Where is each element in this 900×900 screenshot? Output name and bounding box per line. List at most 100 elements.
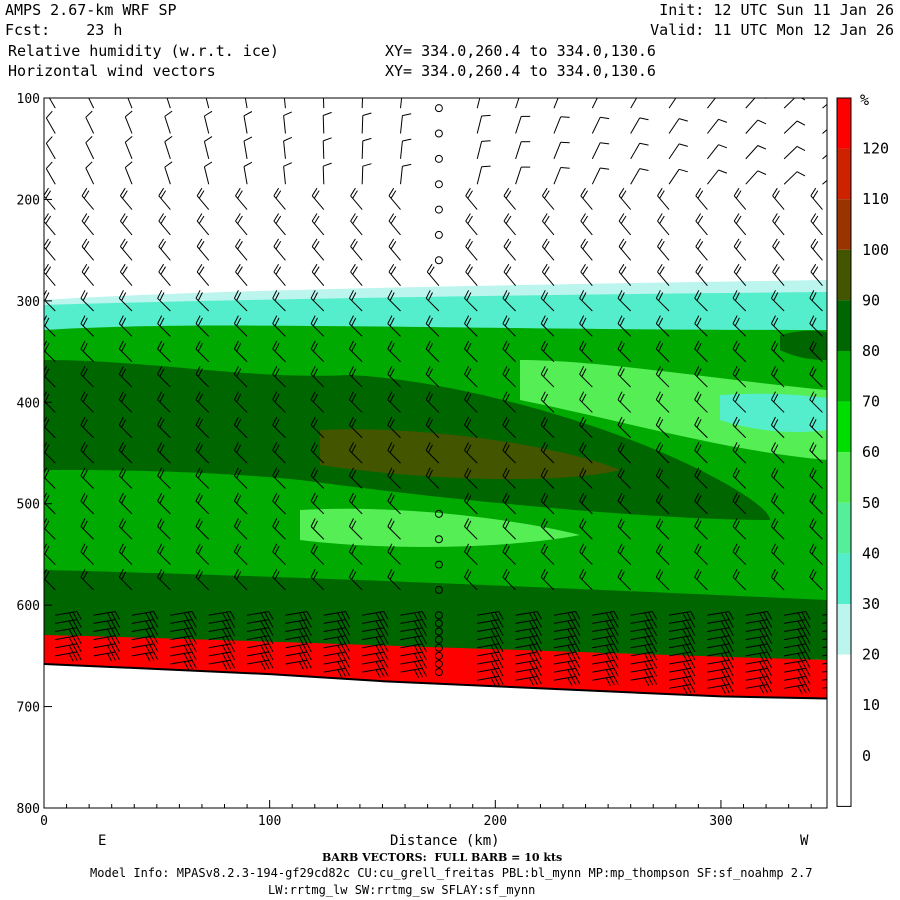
wind-barb-flag bbox=[505, 215, 512, 224]
wind-barb-staff bbox=[349, 424, 363, 439]
wind-barb-flag bbox=[197, 469, 203, 479]
wind-barb-flag bbox=[222, 653, 228, 662]
wind-barb-flag bbox=[272, 315, 278, 324]
wind-barb-flag bbox=[425, 391, 431, 400]
wind-barb-flag bbox=[425, 416, 431, 426]
wind-barb-flag bbox=[260, 636, 266, 646]
colorbar-swatch bbox=[837, 148, 851, 200]
wind-barb-flag bbox=[195, 315, 201, 324]
y-tick-label: 100 bbox=[17, 92, 40, 107]
wind-barb-flag bbox=[498, 611, 504, 620]
wind-barb-flag bbox=[651, 643, 658, 653]
wind-barb-staff bbox=[707, 144, 719, 160]
wind-barb-flag bbox=[579, 568, 585, 578]
colorbar-label: 110 bbox=[862, 190, 889, 208]
colorbar-label: 90 bbox=[862, 291, 880, 309]
wind-barb-flag bbox=[773, 419, 779, 428]
rh-contour-fill bbox=[44, 98, 827, 808]
wind-barb-flag bbox=[619, 317, 625, 327]
wind-barb-flag bbox=[617, 391, 623, 400]
wind-barb-flag bbox=[118, 568, 124, 578]
wind-barb-flag bbox=[682, 645, 688, 654]
wind-barb-flag bbox=[536, 659, 542, 669]
wind-barb-flag bbox=[191, 619, 197, 628]
colorbar-swatch bbox=[837, 351, 851, 402]
colorbar-swatch bbox=[837, 705, 851, 756]
wind-barb-staff bbox=[822, 678, 827, 681]
wind-barb-flag bbox=[187, 620, 193, 629]
wind-barb-flag bbox=[383, 668, 389, 677]
wind-barb-flag bbox=[582, 266, 589, 275]
wind-barb-flag bbox=[466, 393, 472, 403]
wind-barb-flag bbox=[686, 668, 692, 678]
wind-barb-flag bbox=[770, 492, 776, 502]
wind-barb-flag bbox=[82, 317, 88, 327]
wind-barb-flag bbox=[157, 442, 163, 451]
wind-barb-staff bbox=[745, 145, 759, 160]
wind-barb-flag bbox=[72, 636, 78, 645]
wind-barb-flag bbox=[164, 135, 173, 143]
wind-barb-flag bbox=[811, 393, 817, 403]
wind-barb-flag bbox=[619, 495, 625, 504]
wind-barb-staff bbox=[361, 140, 364, 159]
wind-barb-flag bbox=[720, 669, 726, 678]
wind-barb-flag bbox=[352, 241, 358, 250]
calm-wind-marker bbox=[434, 535, 443, 544]
wind-barb-flag bbox=[801, 684, 807, 694]
wind-barb-staff bbox=[85, 142, 95, 160]
wind-barb-flag bbox=[644, 661, 650, 670]
wind-barb-staff bbox=[322, 166, 325, 185]
wind-barb-flag bbox=[618, 238, 625, 247]
wind-barb-flag bbox=[770, 442, 776, 451]
wind-barb-staff bbox=[553, 167, 562, 185]
wind-barb-flag bbox=[350, 213, 356, 222]
wind-barb-staff bbox=[244, 98, 248, 109]
wind-barb-flag bbox=[85, 110, 93, 118]
wind-barb-flag bbox=[351, 571, 357, 580]
wind-barb-staff bbox=[195, 424, 210, 439]
wind-barb-flag bbox=[195, 290, 201, 299]
wind-barb-flag bbox=[375, 628, 381, 638]
wind-barb-flag bbox=[387, 492, 393, 502]
wind-barb-staff bbox=[502, 424, 516, 439]
wind-barb-flag bbox=[159, 495, 165, 504]
wind-barb-flag bbox=[571, 676, 577, 686]
wind-barb-flag bbox=[805, 627, 811, 636]
wind-barb-flag bbox=[237, 266, 243, 275]
wind-barb-flag bbox=[504, 495, 510, 504]
wind-barb-flag bbox=[351, 292, 357, 301]
wind-barb-flag bbox=[464, 543, 470, 553]
wind-barb-flag bbox=[274, 545, 280, 555]
wind-barb-flag bbox=[567, 661, 573, 670]
wind-barb-flag bbox=[275, 190, 282, 199]
wind-barb-flag bbox=[811, 419, 817, 428]
wind-barb-flag bbox=[390, 190, 397, 199]
wind-barb-flag bbox=[348, 290, 354, 299]
wind-barb-flag bbox=[575, 668, 581, 677]
x-tick-label: 100 bbox=[258, 814, 281, 829]
wind-barb-flag bbox=[659, 215, 665, 224]
wind-barb-flag bbox=[82, 393, 88, 403]
wind-barb-flag bbox=[695, 263, 702, 273]
wind-barb-flag bbox=[809, 366, 815, 375]
wind-barb-flag bbox=[68, 628, 74, 638]
wind-barb-flag bbox=[575, 611, 581, 620]
wind-barb-flag bbox=[609, 668, 615, 678]
wind-barb-flag bbox=[540, 467, 546, 477]
wind-barb-flag bbox=[690, 668, 696, 677]
wind-barb-flag bbox=[759, 661, 765, 670]
wind-barb-flag bbox=[464, 518, 470, 527]
wind-barb-flag bbox=[504, 343, 510, 352]
wind-barb-flag bbox=[351, 393, 357, 403]
wind-barb-flag bbox=[72, 611, 78, 621]
wind-barb-flag bbox=[770, 568, 776, 578]
wind-barb-flag bbox=[159, 419, 165, 428]
calm-wind-marker bbox=[434, 560, 443, 569]
wind-barb-flag bbox=[229, 643, 236, 653]
wind-barb-flag bbox=[658, 444, 664, 453]
wind-barb-flag bbox=[229, 619, 236, 628]
wind-barb-flag bbox=[571, 652, 577, 661]
wind-barb-flag bbox=[648, 668, 654, 678]
wind-barb-flag bbox=[313, 266, 320, 275]
wind-barb-flag bbox=[387, 391, 393, 400]
